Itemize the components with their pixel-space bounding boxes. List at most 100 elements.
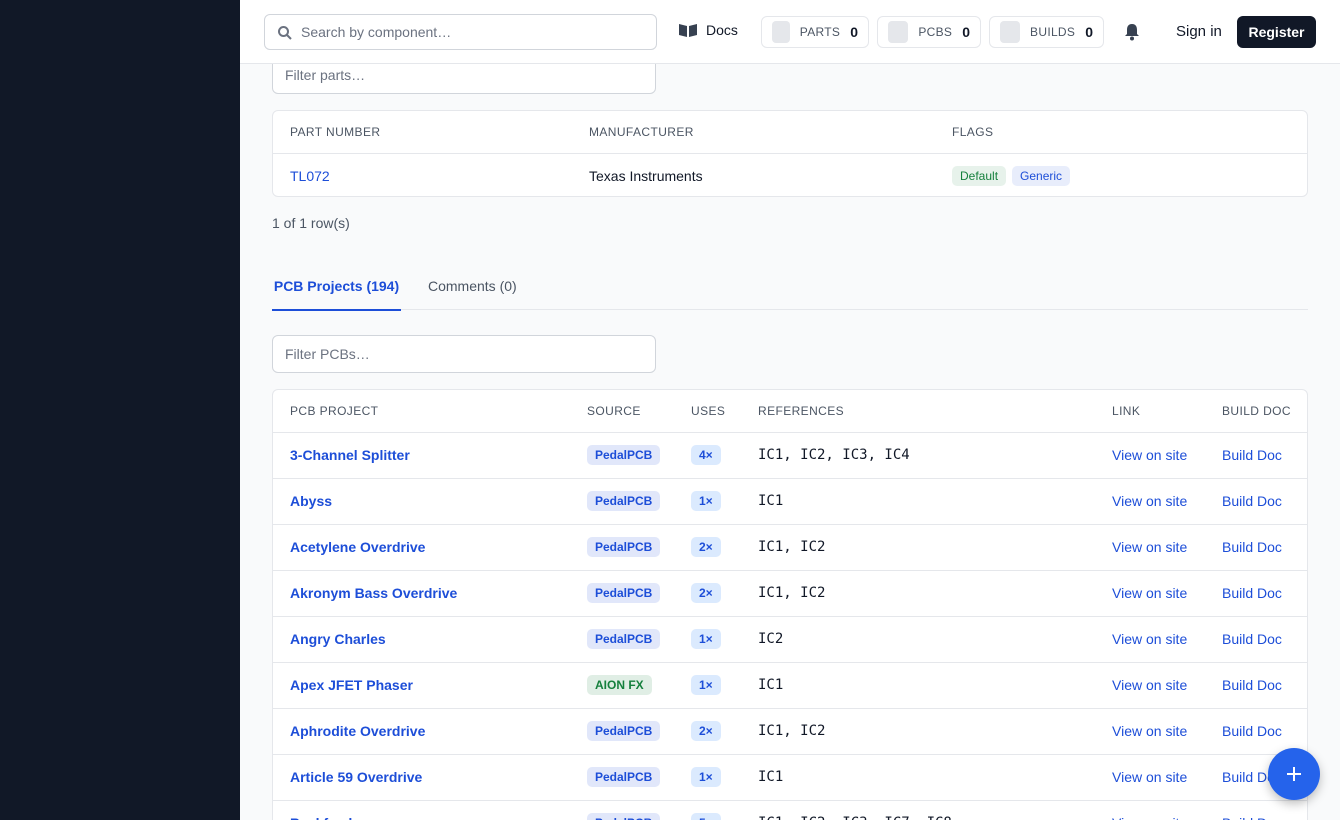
- add-button[interactable]: [1268, 748, 1320, 800]
- site-link[interactable]: View on site: [1112, 723, 1188, 739]
- site-link[interactable]: View on site: [1112, 539, 1188, 555]
- source-badge: PedalPCB: [587, 537, 661, 557]
- project-name[interactable]: Backfeeder: [290, 801, 366, 820]
- table-row: Backfeeder PedalPCB 5× IC1, IC2, IC3, IC7, …: [273, 800, 1307, 820]
- build-doc-link[interactable]: Build Doc: [1222, 801, 1282, 820]
- pcbs-filter[interactable]: Filter PCBs…: [272, 335, 656, 373]
- docs-link[interactable]: Docs: [678, 22, 738, 38]
- site-link[interactable]: View on site: [1112, 631, 1188, 647]
- build-doc-link[interactable]: Build Doc: [1222, 723, 1282, 739]
- table-row: Angry Charles PedalPCB 1× IC2 View on site Bu…: [273, 616, 1307, 662]
- project-name[interactable]: Abyss: [290, 493, 333, 509]
- source: PedalPCB: [587, 433, 661, 477]
- part-number[interactable]: TL072: [290, 168, 330, 184]
- counter[interactable]: BUILDS 0: [989, 16, 1104, 48]
- uses-badge: 5×: [691, 813, 721, 820]
- counter-label: BUILDS: [1030, 25, 1076, 39]
- uses-badge: 2×: [691, 721, 721, 741]
- build-doc-link[interactable]: Build Doc: [1222, 493, 1282, 509]
- column-header: BUILD DOC: [1222, 404, 1291, 418]
- counter-value: 0: [962, 24, 970, 40]
- project-name[interactable]: Apex JFET Phaser: [290, 677, 413, 693]
- references: IC1: [758, 493, 784, 509]
- search-placeholder: Search by component…: [301, 24, 452, 40]
- source-badge: PedalPCB: [587, 629, 661, 649]
- manufacturer: Texas Instruments: [589, 168, 703, 184]
- table-row: Acetylene Overdrive PedalPCB 2× IC1, IC2 Vie…: [273, 524, 1307, 570]
- build-doc-link[interactable]: Build Doc: [1222, 585, 1282, 601]
- references: IC1: [758, 677, 784, 693]
- project-name[interactable]: Angry Charles: [290, 631, 386, 647]
- build-doc-link[interactable]: Build Doc: [1222, 769, 1282, 785]
- source-badge: PedalPCB: [587, 445, 661, 465]
- table-row: Aphrodite Overdrive PedalPCB 2× IC1, IC2 Vie…: [273, 708, 1307, 754]
- parts-table: PART NUMBER MANUFACTURER FLAGS TL072 Texas I…: [272, 110, 1308, 197]
- column-header: PCB PROJECT: [290, 404, 379, 418]
- site-link[interactable]: View on site: [1112, 801, 1187, 820]
- uses-badge: 2×: [691, 537, 721, 557]
- site-link[interactable]: View on site: [1112, 585, 1188, 601]
- references: IC1, IC2, IC3, IC4: [758, 447, 910, 463]
- search-icon: [278, 26, 292, 40]
- uses: 1×: [691, 617, 721, 661]
- source: PedalPCB: [587, 709, 661, 753]
- row-count: 1 of 1 row(s): [272, 215, 350, 231]
- column-header: USES: [691, 404, 726, 418]
- column-header: MANUFACTURER: [589, 125, 694, 139]
- source-badge: PedalPCB: [587, 583, 661, 603]
- build-doc-link[interactable]: Build Doc: [1222, 631, 1282, 647]
- site-link[interactable]: View on site: [1112, 493, 1188, 509]
- tab-active[interactable]: PCB Projects (194): [272, 278, 401, 311]
- uses: 1×: [691, 755, 721, 799]
- counter[interactable]: PCBS 0: [877, 16, 981, 48]
- source-badge: PedalPCB: [587, 721, 661, 741]
- column-header: LINK: [1112, 404, 1141, 418]
- uses-badge: 4×: [691, 445, 721, 465]
- plus-icon: [1287, 767, 1301, 781]
- column-header: SOURCE: [587, 404, 641, 418]
- table-row: 3-Channel Splitter PedalPCB 4× IC1, IC2, IC…: [273, 432, 1307, 478]
- tab[interactable]: Comments (0): [428, 278, 517, 294]
- search-box[interactable]: Search by component…: [264, 14, 657, 50]
- build-doc-link[interactable]: Build Doc: [1222, 539, 1282, 555]
- uses: 1×: [691, 479, 721, 523]
- source: AION FX: [587, 663, 652, 707]
- uses: 1×: [691, 663, 721, 707]
- tabs-divider: [272, 309, 1308, 310]
- docs-icon: [679, 24, 697, 37]
- uses-badge: 2×: [691, 583, 721, 603]
- site-link[interactable]: View on site: [1112, 769, 1188, 785]
- site-link[interactable]: View on site: [1112, 677, 1188, 693]
- project-name[interactable]: Akronym Bass Overdrive: [290, 585, 458, 601]
- counter[interactable]: PARTS 0: [761, 16, 869, 48]
- column-header: REFERENCES: [758, 404, 845, 418]
- pcb-table: PCB PROJECT SOURCE USES REFERENCES LINK BUILD…: [272, 389, 1308, 820]
- project-name[interactable]: Article 59 Overdrive: [290, 769, 423, 785]
- notifications-icon[interactable]: [1124, 23, 1140, 41]
- uses: 5×: [691, 801, 721, 820]
- build-doc-link[interactable]: Build Doc: [1222, 447, 1282, 463]
- register-button[interactable]: Register: [1237, 16, 1316, 48]
- references: IC1, IC2, IC3, IC7, IC8: [758, 801, 952, 820]
- source-badge: AION FX: [587, 675, 652, 695]
- table-row: Article 59 Overdrive PedalPCB 1× IC1 View on…: [273, 754, 1307, 800]
- uses-badge: 1×: [691, 675, 721, 695]
- project-name[interactable]: Aphrodite Overdrive: [290, 723, 426, 739]
- docs-label: Docs: [706, 22, 738, 38]
- counter-label: PARTS: [799, 25, 841, 39]
- build-doc-link[interactable]: Build Doc: [1222, 677, 1282, 693]
- parts-filter-placeholder: Filter parts…: [285, 67, 366, 83]
- source: PedalPCB: [587, 479, 661, 523]
- source: PedalPCB: [587, 617, 661, 661]
- flags: Default Generic: [952, 154, 1071, 196]
- uses: 2×: [691, 571, 721, 615]
- project-name[interactable]: 3-Channel Splitter: [290, 447, 410, 463]
- uses-badge: 1×: [691, 767, 721, 787]
- sign-in[interactable]: Sign in: [1176, 23, 1222, 40]
- references: IC1, IC2: [758, 585, 826, 601]
- uses-badge: 1×: [691, 491, 721, 511]
- counter-icon: [888, 21, 909, 43]
- project-name[interactable]: Acetylene Overdrive: [290, 539, 426, 555]
- site-link[interactable]: View on site: [1112, 447, 1188, 463]
- column-header: FLAGS: [952, 125, 994, 139]
